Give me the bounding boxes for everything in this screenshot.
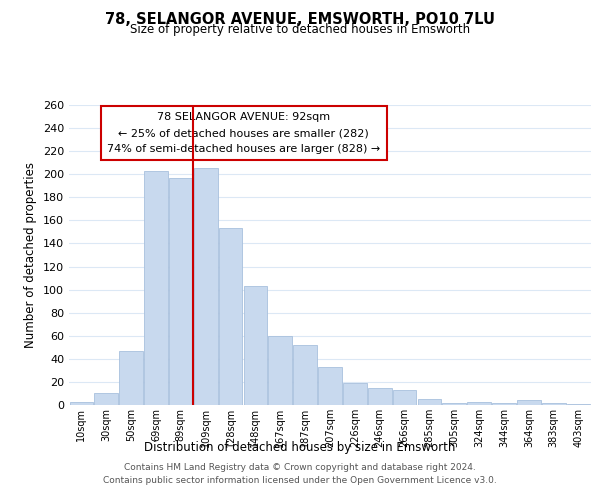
Bar bbox=[418, 399, 441, 405]
Text: Contains public sector information licensed under the Open Government Licence v3: Contains public sector information licen… bbox=[103, 476, 497, 485]
Bar bbox=[268, 336, 292, 405]
Bar bbox=[244, 286, 267, 405]
Text: Size of property relative to detached houses in Emsworth: Size of property relative to detached ho… bbox=[130, 22, 470, 36]
Bar bbox=[492, 402, 516, 405]
Bar bbox=[368, 388, 392, 405]
Text: 78 SELANGOR AVENUE: 92sqm
← 25% of detached houses are smaller (282)
74% of semi: 78 SELANGOR AVENUE: 92sqm ← 25% of detac… bbox=[107, 112, 380, 154]
Bar bbox=[194, 168, 218, 405]
Bar bbox=[567, 404, 590, 405]
Bar bbox=[169, 178, 193, 405]
Bar bbox=[293, 345, 317, 405]
Bar bbox=[119, 351, 143, 405]
Y-axis label: Number of detached properties: Number of detached properties bbox=[25, 162, 37, 348]
Bar bbox=[318, 367, 342, 405]
Bar bbox=[393, 390, 416, 405]
Text: Distribution of detached houses by size in Emsworth: Distribution of detached houses by size … bbox=[145, 441, 455, 454]
Bar bbox=[467, 402, 491, 405]
Text: Contains HM Land Registry data © Crown copyright and database right 2024.: Contains HM Land Registry data © Crown c… bbox=[124, 464, 476, 472]
Bar bbox=[219, 228, 242, 405]
Bar bbox=[94, 394, 118, 405]
Bar bbox=[144, 171, 168, 405]
Bar bbox=[343, 383, 367, 405]
Bar bbox=[70, 402, 93, 405]
Bar bbox=[542, 402, 566, 405]
Bar bbox=[442, 402, 466, 405]
Text: 78, SELANGOR AVENUE, EMSWORTH, PO10 7LU: 78, SELANGOR AVENUE, EMSWORTH, PO10 7LU bbox=[105, 12, 495, 28]
Bar bbox=[517, 400, 541, 405]
